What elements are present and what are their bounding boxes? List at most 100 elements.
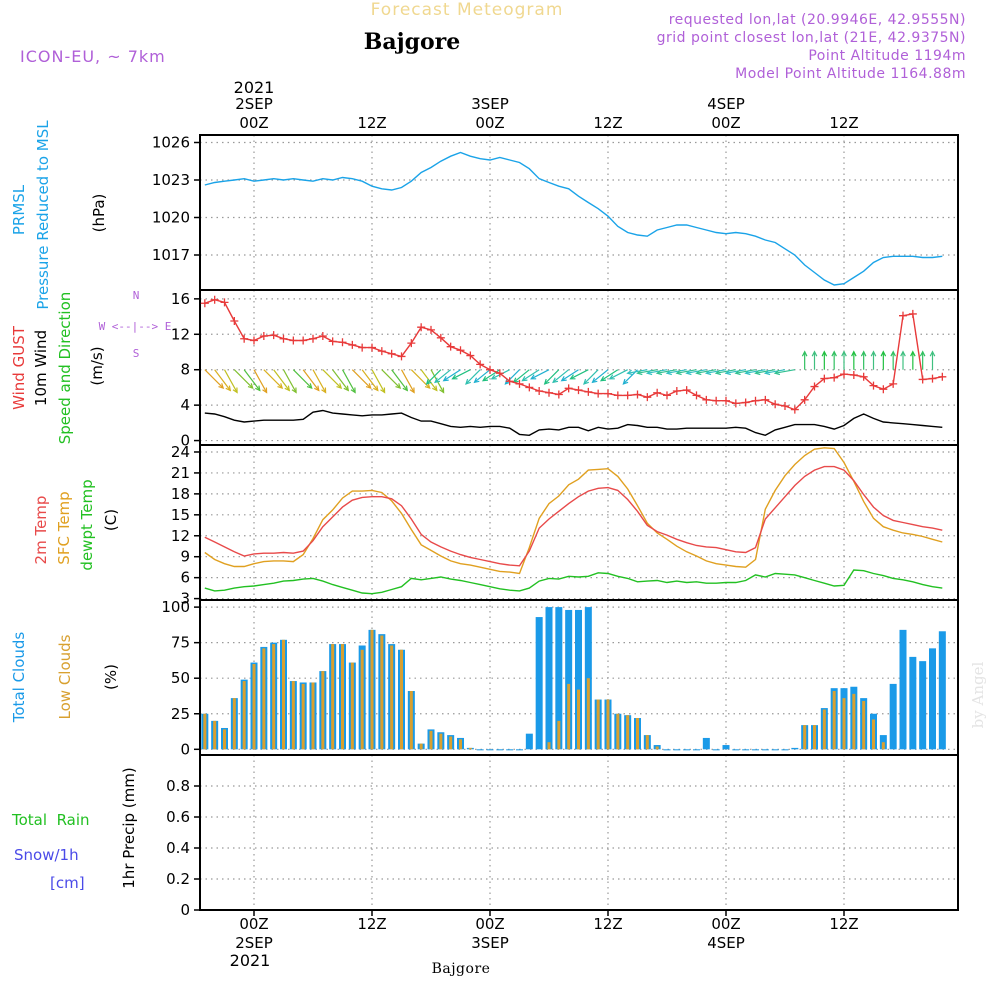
low-cloud-bar [636, 718, 639, 750]
y-tick-label: 0 [180, 740, 190, 758]
wind-arrow-head [655, 369, 663, 376]
total-cloud-bar [545, 607, 553, 750]
gust-marker [938, 372, 947, 381]
gust-marker [417, 323, 426, 332]
wind-arrow [351, 369, 372, 389]
gust-marker [240, 334, 249, 343]
wind-arrow-head [380, 387, 386, 394]
wind-arrow [716, 369, 736, 374]
gust-marker [545, 388, 553, 397]
wind-arrow-head [860, 350, 867, 357]
wind-arrow-head [704, 369, 712, 376]
location-title: Bajgore [364, 29, 460, 55]
gust-marker [692, 391, 701, 400]
wind-arrow [592, 369, 609, 383]
y-tick-label: 4 [180, 396, 190, 414]
gust-marker [790, 405, 799, 414]
wind-arrow [420, 369, 438, 391]
wind-arrow-head [451, 374, 458, 380]
wind-arrow-head [225, 385, 232, 392]
gust-marker [289, 336, 298, 345]
wind-arrow-head [395, 383, 402, 390]
low-cloud-bar [419, 743, 423, 750]
low-cloud-bar [645, 735, 649, 750]
y-tick-label: 1017 [152, 246, 190, 264]
total-cloud-bar [712, 749, 720, 751]
total-cloud-bar [899, 629, 907, 750]
wind-arrow [341, 369, 356, 393]
wind-arrow-head [530, 374, 537, 380]
bottom-hour-label: 12Z [593, 915, 622, 933]
wind-arrow [745, 369, 766, 374]
wind-arrow [400, 369, 415, 393]
compass-west-east: W <--|--> E [99, 320, 172, 333]
wind-arrow [775, 369, 795, 374]
wind-arrow-head [336, 383, 343, 390]
gust-marker [387, 349, 396, 358]
gust-marker [653, 388, 662, 397]
total-cloud-bar [476, 749, 484, 751]
low-cloud-bar [370, 629, 374, 750]
gust-marker [899, 311, 907, 320]
wind-arrow-head [232, 387, 238, 394]
wind-arrow-head [343, 385, 350, 392]
wind-arrow [725, 369, 746, 374]
wind-arrow [312, 369, 327, 393]
wind-arrow [302, 369, 320, 391]
wind-arrow-head [402, 385, 409, 392]
wind-arrow-head [409, 387, 415, 394]
low-cloud-bar [350, 662, 354, 750]
wind-arrow [452, 369, 471, 380]
y-tick-label: 0 [180, 432, 190, 450]
low-cloud-bar [606, 699, 610, 750]
gust-marker [466, 351, 475, 360]
pressure-label-1: PRMSL [10, 184, 28, 235]
low-cloud-bar [557, 720, 561, 750]
wind-arrow-head [543, 378, 550, 385]
gust-marker [761, 395, 770, 404]
gust-marker [741, 398, 750, 407]
gust-marker [672, 386, 681, 395]
wind-10m-line [204, 409, 943, 437]
wind-arrow-head [890, 350, 896, 357]
model-label: ICON-EU, ~ 7km [20, 47, 166, 66]
wind-arrow-head [473, 377, 480, 384]
low-cloud-bar [813, 725, 816, 750]
bottom-hour-label: 00Z [711, 915, 740, 933]
y-tick-label: 50 [171, 669, 190, 687]
pressure-unit: (hPa) [90, 194, 108, 233]
gust-marker [220, 298, 229, 307]
gust-marker [722, 396, 730, 405]
wind-arrow [322, 369, 342, 389]
rain-label: Total Rain [11, 811, 90, 829]
y-axis-ticks: 1017102010231026048121636912151821240255… [152, 134, 200, 919]
low-cloud-bar [223, 729, 226, 750]
precip-panel [199, 754, 959, 911]
y-tick-label: 15 [171, 506, 190, 524]
low-cloud-bar [331, 644, 335, 750]
wind-arrow [214, 369, 231, 391]
gust-marker [476, 360, 485, 369]
gust-marker [495, 369, 504, 378]
chart-marks [200, 151, 947, 751]
total-cloud-bar [752, 749, 759, 751]
low-cloud-bar [341, 644, 344, 750]
top-hour-label: 00Z [239, 114, 268, 132]
gust-marker [889, 379, 898, 388]
wind-arrow [647, 369, 668, 374]
wind-arrow [552, 369, 570, 383]
low-cloud-bar [881, 742, 885, 750]
gust-marker [928, 374, 937, 383]
wind-arrow-head [724, 369, 731, 376]
wind-arrow-head [910, 350, 916, 357]
top-date-label: 3SEP [471, 95, 509, 113]
wind-arrow-head [608, 374, 615, 380]
y-tick-label: 24 [171, 443, 190, 461]
total-cloud-bar [742, 749, 750, 751]
low-cloud-bar [429, 730, 433, 750]
gust-marker [427, 325, 435, 334]
total-cloud-bar [496, 749, 504, 751]
wind-arrow-head [521, 375, 528, 382]
wind-arrow-head [763, 369, 771, 376]
